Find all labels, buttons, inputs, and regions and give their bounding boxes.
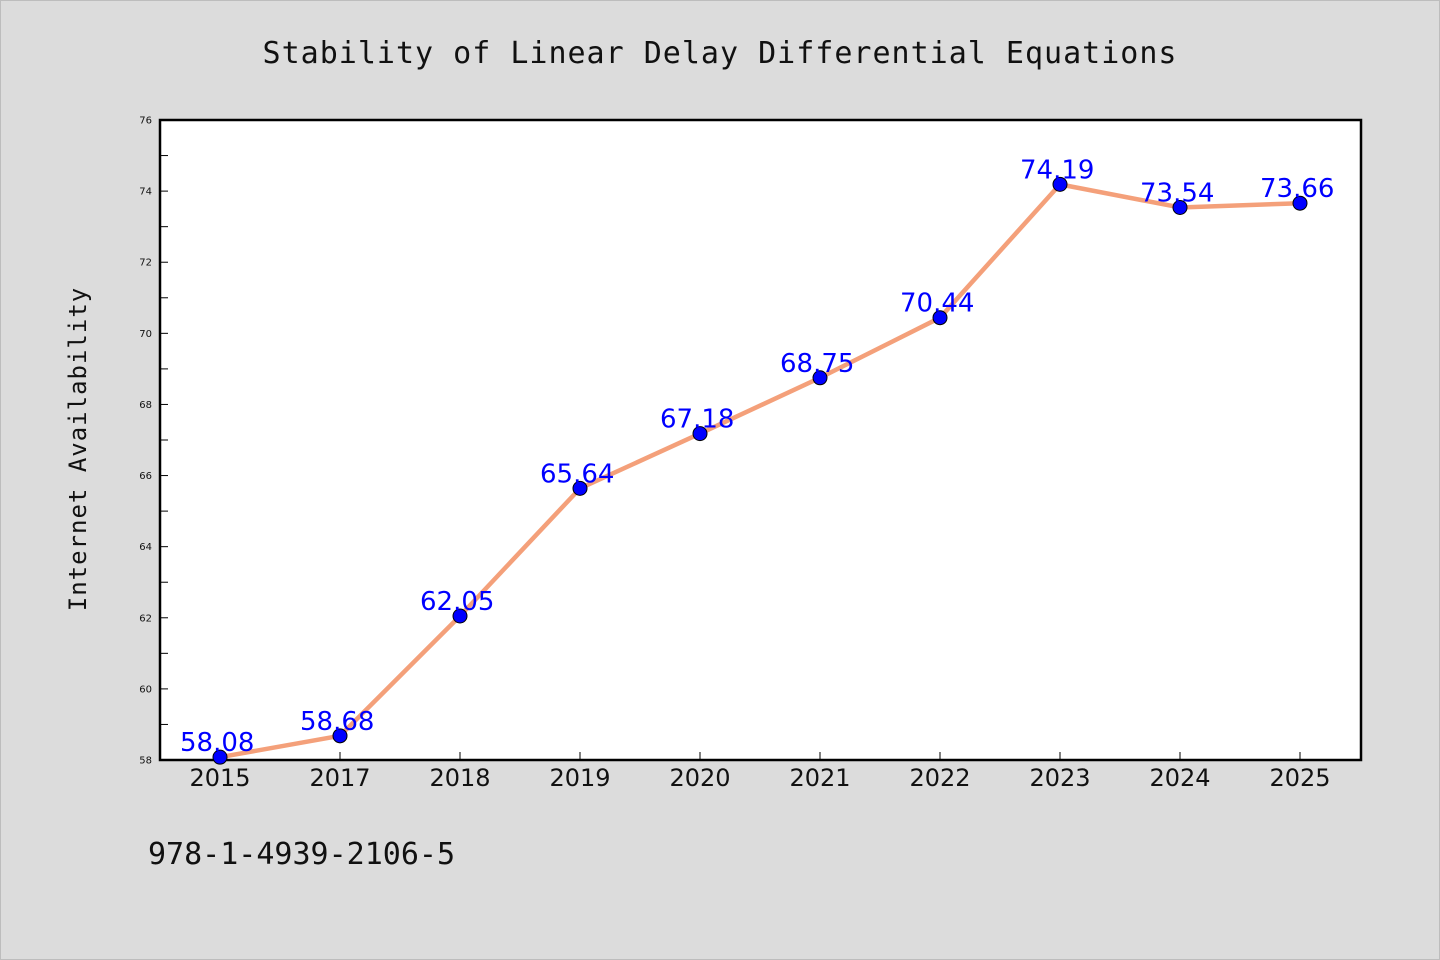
x-tick-label: 2021: [789, 764, 850, 792]
data-point: [812, 370, 828, 386]
data-label: 70.44: [900, 289, 974, 319]
data-label: 68.75: [780, 349, 854, 379]
data-point: [1292, 195, 1308, 211]
x-tick-label: 2015: [189, 764, 250, 792]
y-tick-label: 68: [139, 400, 152, 411]
y-tick-label: 76: [139, 116, 152, 127]
y-tick-label: 58: [139, 756, 152, 767]
data-point: [1172, 199, 1188, 215]
x-tick-label: 2018: [429, 764, 490, 792]
footer-isbn: 978-1-4939-2106-5: [148, 837, 455, 872]
data-label: 73.66: [1260, 174, 1334, 204]
data-point: [572, 480, 588, 496]
data-point: [452, 608, 468, 624]
data-point: [692, 426, 708, 442]
y-tick-label: 70: [139, 329, 152, 340]
data-label: 58.68: [300, 707, 374, 737]
x-tick-label: 2020: [669, 764, 730, 792]
data-point: [932, 310, 948, 326]
chart-title: Stability of Linear Delay Differential E…: [263, 36, 1178, 71]
x-tick-label: 2023: [1029, 764, 1090, 792]
data-label: 62.05: [420, 587, 494, 617]
data-label: 65.64: [540, 459, 614, 489]
series-line: [217, 182, 1303, 760]
y-tick-label: 66: [139, 471, 152, 482]
y-tick-label: 72: [139, 258, 152, 269]
plot-area: [158, 118, 1363, 762]
x-tick-label: 2025: [1269, 764, 1330, 792]
y-axis-ticks: 58 60 62 64 66 68 70 72 74 76: [139, 116, 168, 767]
y-tick-label: 64: [139, 542, 152, 553]
y-tick-label: 74: [139, 187, 152, 198]
x-tick-label: 2019: [549, 764, 610, 792]
y-tick-label: 60: [139, 684, 152, 695]
x-tick-label: 2024: [1149, 764, 1210, 792]
data-label: 58.08: [180, 728, 254, 758]
x-axis-ticks: 2015 2017 2018 2019 2020 2021 2022 2023 2024 2025: [189, 752, 1331, 792]
y-axis-label: Internet Availability: [64, 287, 92, 611]
x-tick-label: 2022: [909, 764, 970, 792]
data-point: [212, 749, 228, 765]
series-layer: 58.08 58.68 62.05 65.64 67.18 68.75 70.44 74.19…: [180, 155, 1334, 765]
data-label: 73.54: [1140, 178, 1214, 208]
y-tick-label: 62: [139, 613, 152, 624]
x-tick-label: 2017: [309, 764, 370, 792]
data-label: 74.19: [1020, 155, 1094, 185]
data-point: [332, 728, 348, 744]
data-point: [1052, 176, 1068, 192]
data-label: 67.18: [660, 405, 734, 435]
